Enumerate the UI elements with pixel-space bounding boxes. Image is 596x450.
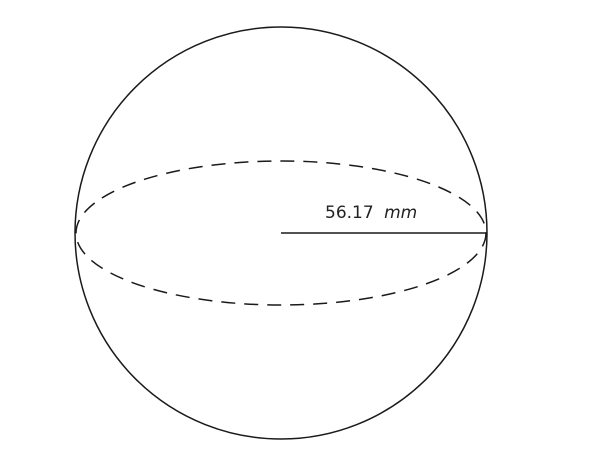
radius-label: 56.17 mm: [325, 203, 417, 223]
radius-value: 56.17: [325, 203, 374, 223]
radius-unit: mm: [384, 203, 417, 223]
sphere-outline: [74, 26, 488, 440]
